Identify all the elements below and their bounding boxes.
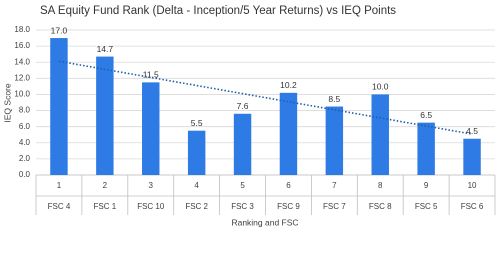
y-tick-label: 14.0 — [14, 57, 30, 66]
bar — [233, 113, 252, 175]
x-tick-label: 1 — [57, 181, 62, 190]
x-tick-label: 6 — [286, 181, 291, 190]
x-sub-label: FSC 8 — [369, 202, 392, 211]
value-label: 6.5 — [420, 110, 432, 120]
x-tick-label: 5 — [240, 181, 245, 190]
value-label: 7.6 — [237, 101, 249, 111]
y-tick-label: 12.0 — [14, 73, 30, 82]
value-label: 8.5 — [328, 94, 340, 104]
bar — [279, 92, 298, 175]
y-tick-label: 18.0 — [14, 25, 30, 34]
bar — [417, 122, 435, 175]
value-label: 5.5 — [191, 118, 203, 128]
x-tick-label: 8 — [378, 181, 383, 190]
x-sub-label: FSC 4 — [48, 202, 71, 211]
value-label: 10.2 — [280, 80, 297, 90]
x-sub-label: FSC 6 — [461, 202, 484, 211]
x-tick-label: 2 — [103, 181, 108, 190]
x-sub-label: FSC 2 — [185, 202, 208, 211]
x-axis-title: Ranking and FSC — [231, 217, 298, 227]
bar — [371, 94, 389, 175]
x-tick-label: 10 — [468, 181, 477, 190]
value-label: 10.0 — [372, 82, 389, 92]
bar — [50, 38, 68, 175]
x-sub-label: FSC 7 — [323, 202, 346, 211]
value-label: 11.5 — [143, 70, 159, 80]
y-tick-label: 6.0 — [19, 122, 31, 131]
bar — [142, 82, 160, 175]
x-tick-label: 3 — [149, 181, 154, 190]
value-label: 14.7 — [97, 44, 114, 54]
bar — [325, 106, 344, 175]
bar — [463, 138, 481, 175]
y-tick-label: 8.0 — [19, 106, 31, 115]
y-tick-label: 2.0 — [19, 154, 31, 163]
bar — [187, 130, 206, 175]
y-tick-label: 0.0 — [19, 170, 31, 179]
x-sub-label: FSC 9 — [277, 202, 300, 211]
chart-title: SA Equity Fund Rank (Delta - Inception/5… — [40, 5, 396, 17]
x-sub-label: FSC 10 — [137, 202, 165, 211]
x-sub-label: FSC 1 — [94, 202, 117, 211]
x-tick-label: 7 — [332, 181, 337, 190]
x-tick-label: 9 — [424, 181, 429, 190]
trendline — [58, 60, 473, 135]
value-label: 4.5 — [466, 126, 478, 136]
value-label: 17.0 — [51, 25, 68, 35]
bar — [96, 56, 114, 176]
y-axis-title: IEQ Score — [2, 83, 12, 122]
y-tick-label: 10.0 — [14, 90, 30, 99]
x-sub-label: FSC 3 — [231, 202, 254, 211]
y-tick-label: 4.0 — [19, 138, 31, 147]
x-tick-label: 4 — [194, 181, 199, 190]
y-tick-label: 16.0 — [14, 41, 30, 50]
x-sub-label: FSC 5 — [415, 202, 438, 211]
